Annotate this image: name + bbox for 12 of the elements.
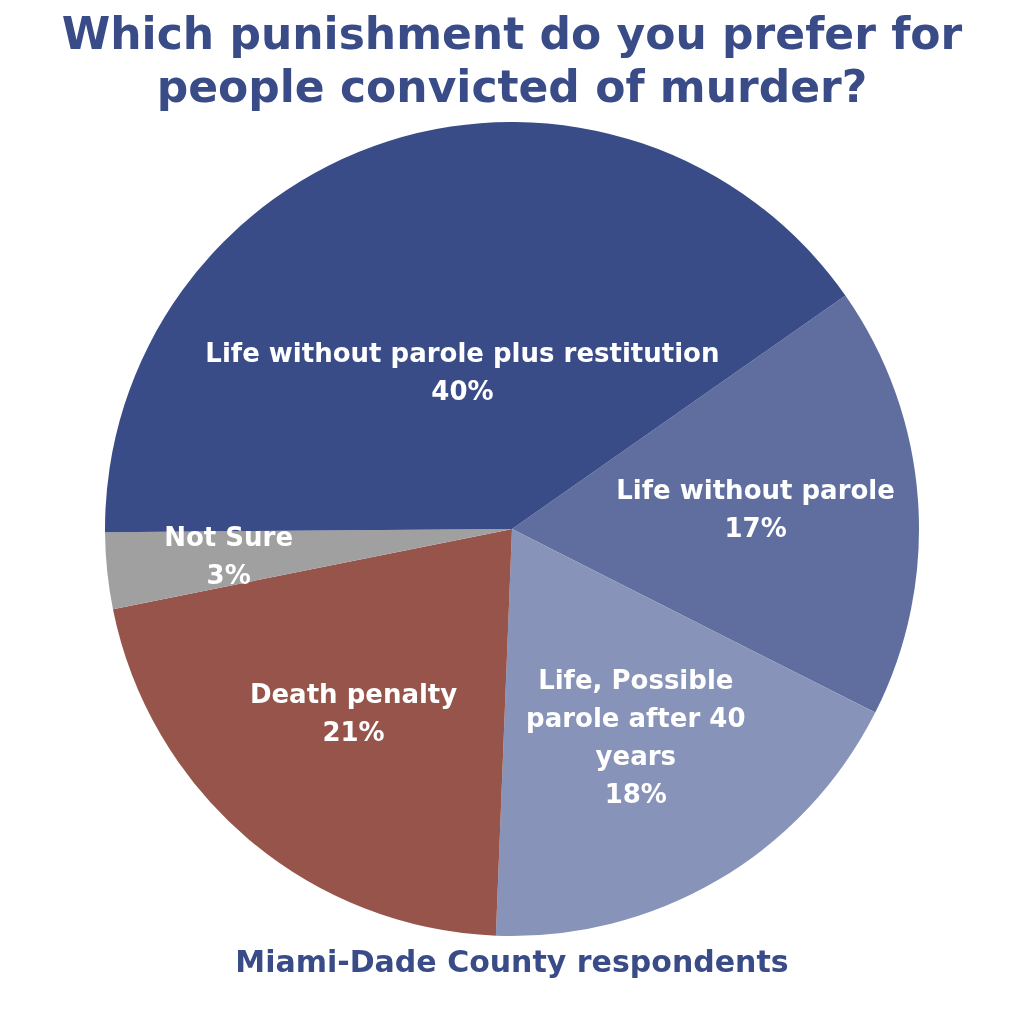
slice-label: Death penalty — [249, 678, 458, 709]
data-label: 18% — [604, 778, 667, 809]
slice-label: Not Sure — [164, 521, 294, 552]
data-label: 3% — [206, 559, 251, 590]
chart-title: Which punishment do you prefer for people convicted of murder? — [60, 8, 964, 114]
slice-label: Life without parole plus restitution — [205, 337, 720, 368]
text: Miami-Dade County respondents — [234, 943, 790, 979]
slice-label: Life, Possible parole after 40 years — [526, 664, 746, 771]
data-label: 21% — [322, 716, 385, 747]
data-label: 17% — [724, 512, 787, 543]
data-label: 40% — [431, 375, 494, 406]
slice-label: Life without parole — [616, 474, 895, 505]
